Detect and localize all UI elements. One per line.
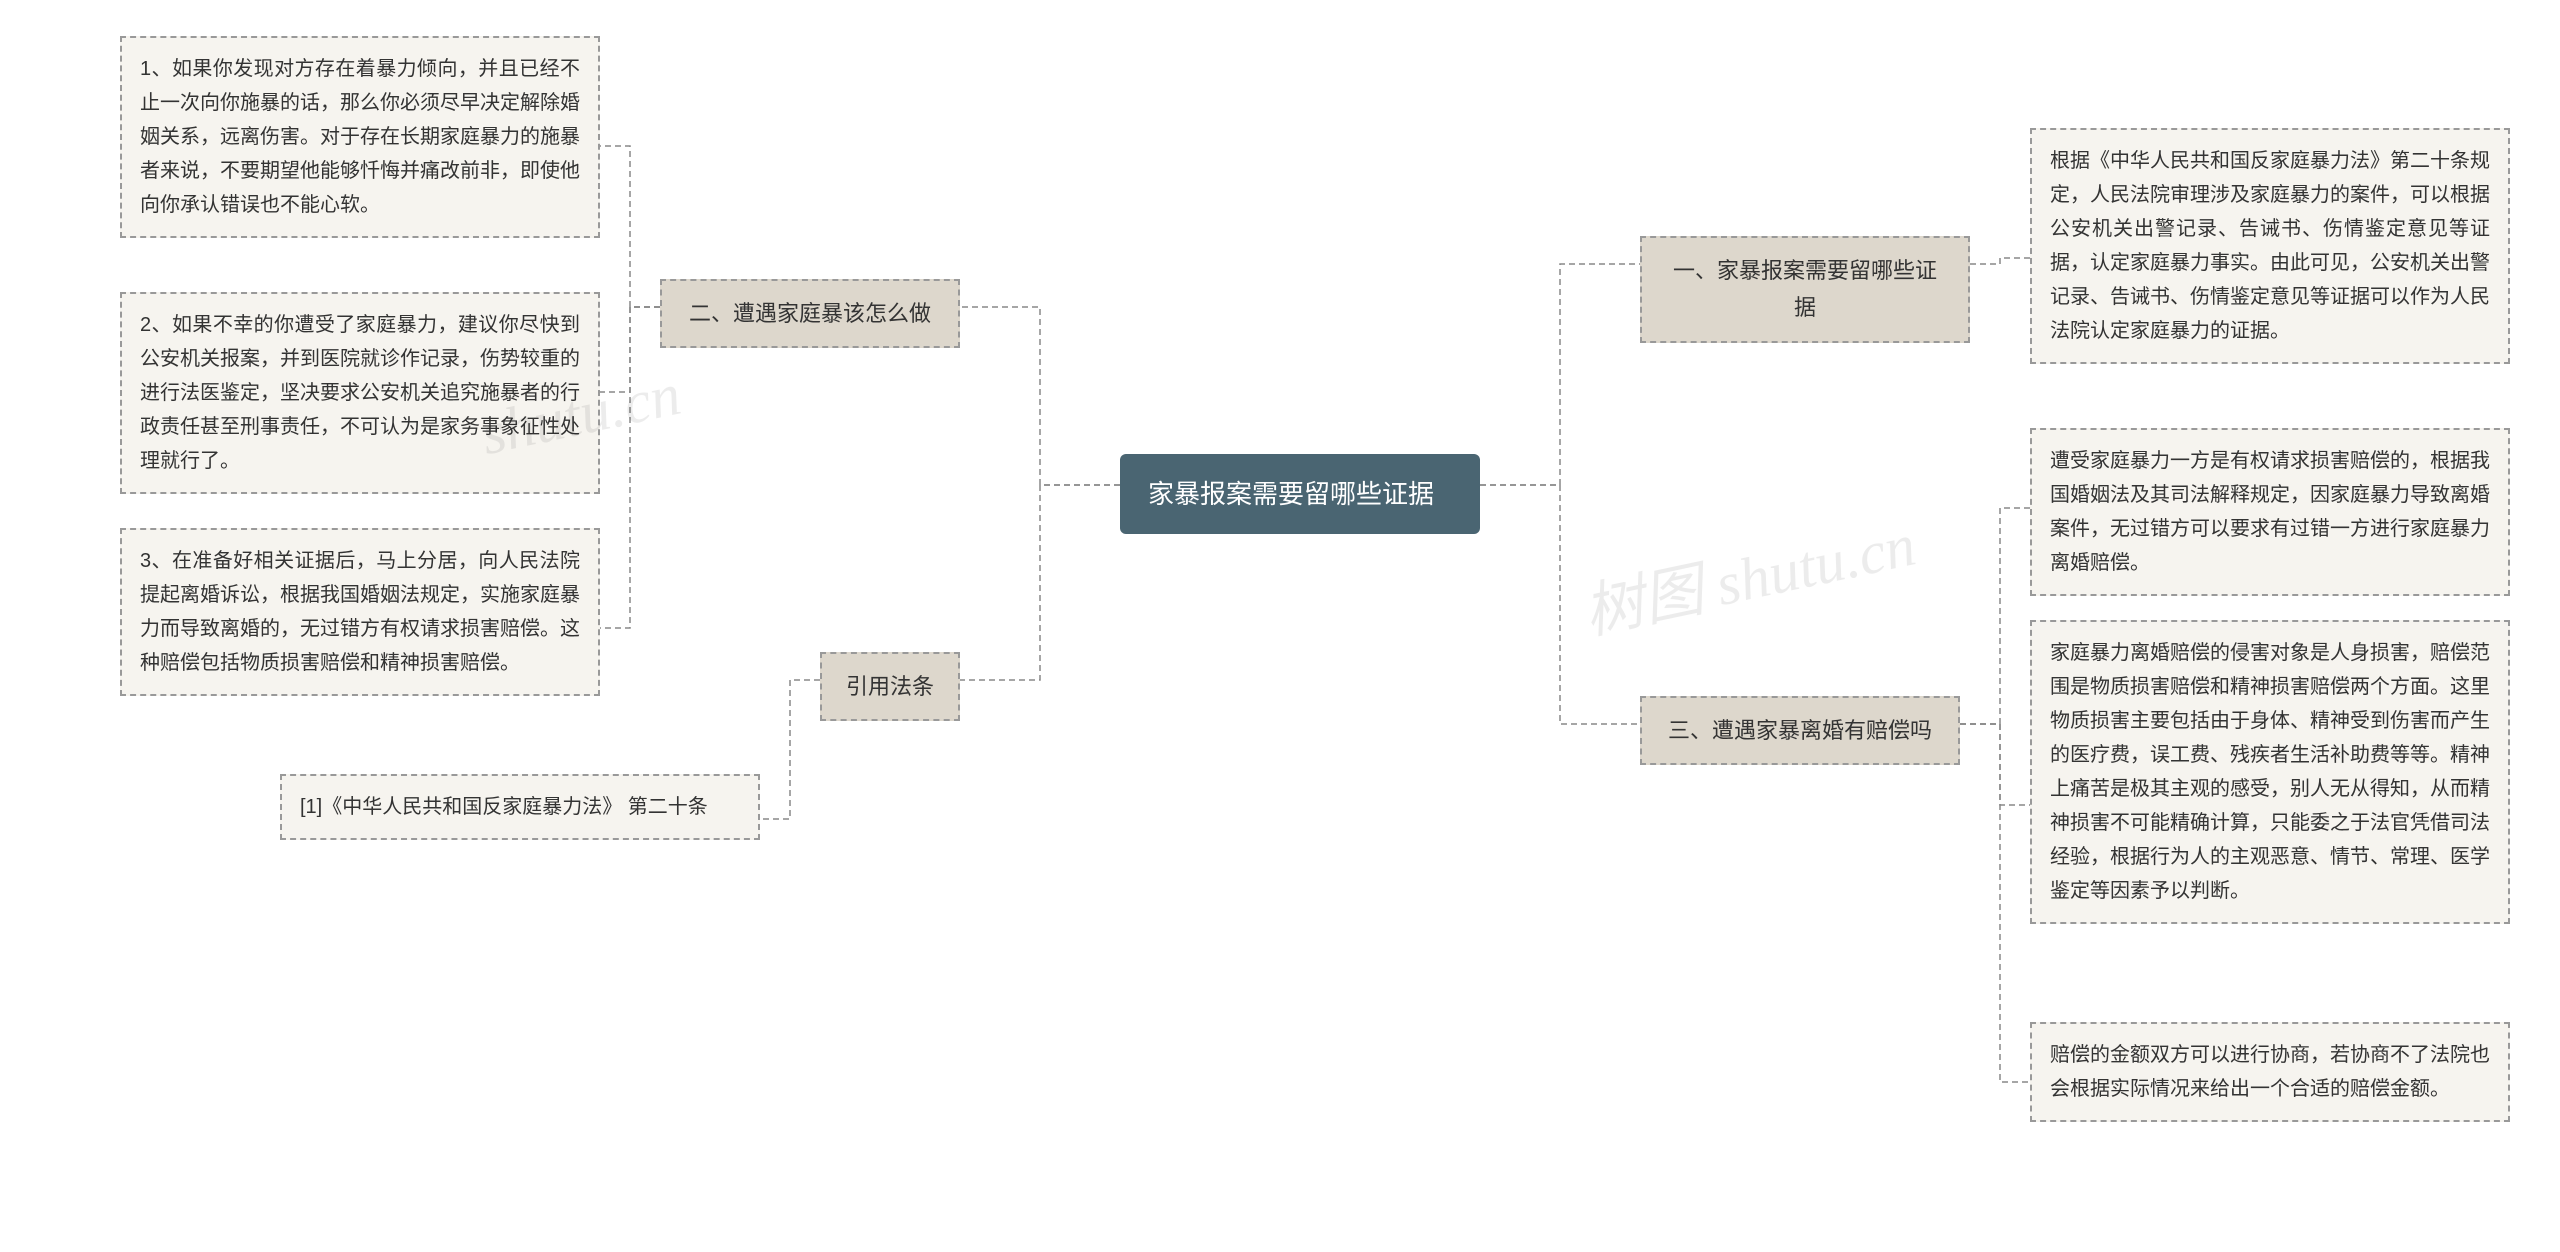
branch-evidence: 一、家暴报案需要留哪些证据 bbox=[1640, 236, 1970, 343]
leaf-action-2: 2、如果不幸的你遭受了家庭暴力，建议你尽快到公安机关报案，并到医院就诊作记录，伤… bbox=[120, 292, 600, 494]
branch-what-to-do: 二、遭遇家庭暴该怎么做 bbox=[660, 279, 960, 348]
leaf-compensation-2: 家庭暴力离婚赔偿的侵害对象是人身损害，赔偿范围是物质损害赔偿和精神损害赔偿两个方… bbox=[2030, 620, 2510, 924]
leaf-action-1: 1、如果你发现对方存在着暴力倾向，并且已经不止一次向你施暴的话，那么你必须尽早决… bbox=[120, 36, 600, 238]
watermark-2: 树图 shutu.cn bbox=[1575, 496, 1922, 651]
leaf-compensation-3: 赔偿的金额双方可以进行协商，若协商不了法院也会根据实际情况来给出一个合适的赔偿金… bbox=[2030, 1022, 2510, 1122]
branch-compensation: 三、遭遇家暴离婚有赔偿吗 bbox=[1640, 696, 1960, 765]
center-node: 家暴报案需要留哪些证据 bbox=[1120, 454, 1480, 534]
leaf-action-3: 3、在准备好相关证据后，马上分居，向人民法院提起离婚诉讼，根据我国婚姻法规定，实… bbox=[120, 528, 600, 696]
leaf-law-1: [1]《中华人民共和国反家庭暴力法》 第二十条 bbox=[280, 774, 760, 840]
leaf-compensation-1: 遭受家庭暴力一方是有权请求损害赔偿的，根据我国婚姻法及其司法解释规定，因家庭暴力… bbox=[2030, 428, 2510, 596]
branch-laws: 引用法条 bbox=[820, 652, 960, 721]
leaf-evidence-1: 根据《中华人民共和国反家庭暴力法》第二十条规定，人民法院审理涉及家庭暴力的案件，… bbox=[2030, 128, 2510, 364]
